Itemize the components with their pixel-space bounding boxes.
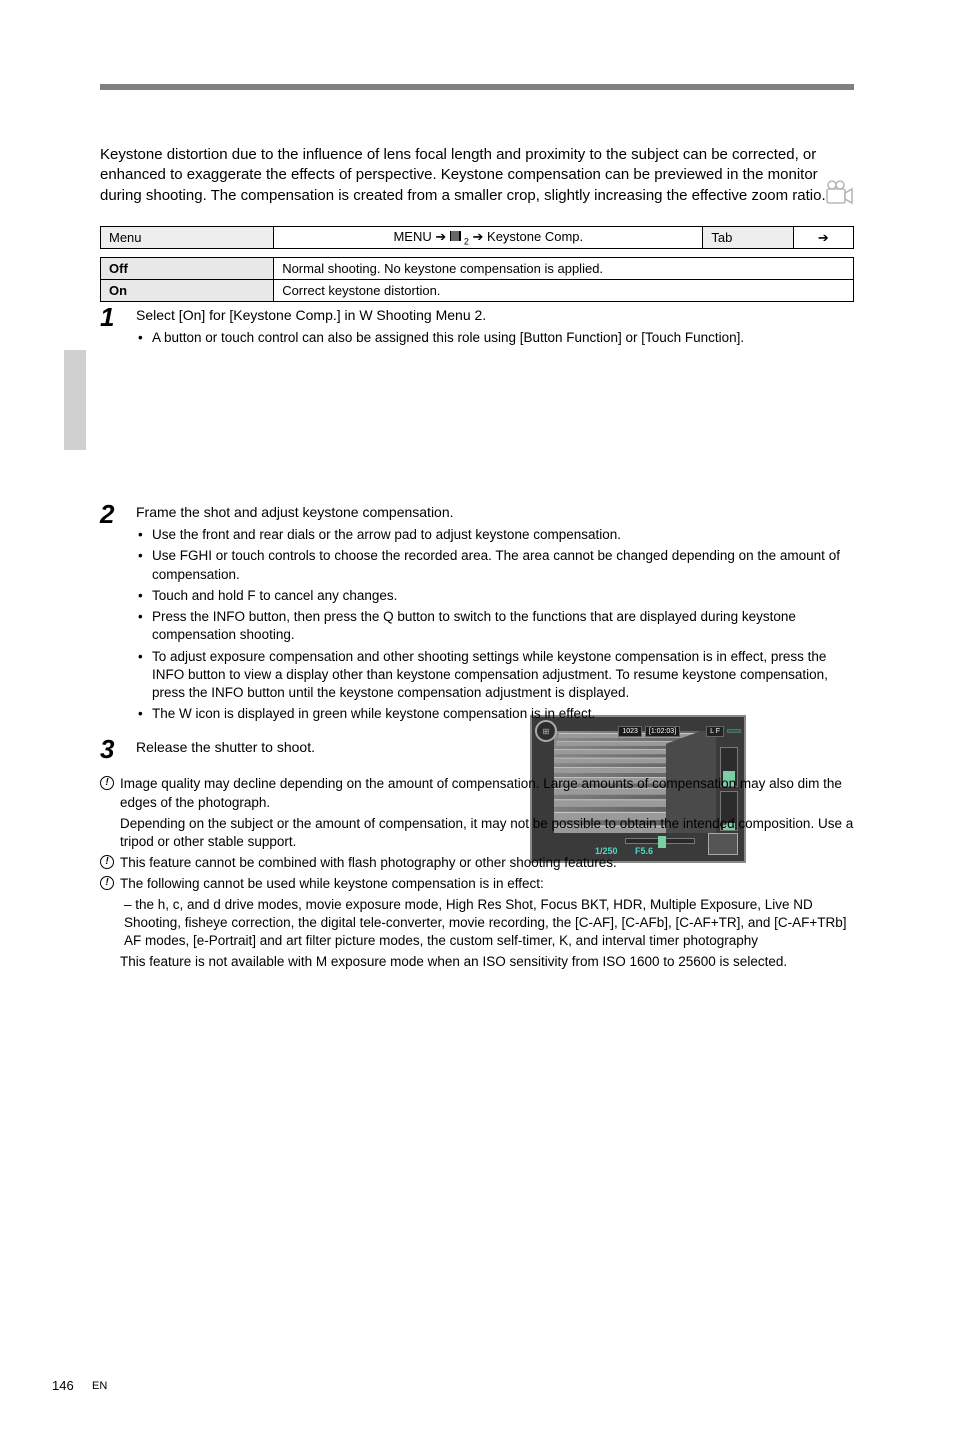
note-2: ! This feature cannot be combined with f… [100, 854, 854, 872]
caution-icon: ! [100, 876, 114, 890]
step-2-bullet-1: Use FGHI or touch controls to choose the… [152, 547, 854, 583]
step-2-bullet-0: Use the front and rear dials or the arro… [152, 526, 854, 544]
option-on-label: On [101, 280, 274, 302]
step-3: Release the shutter to shoot. [100, 738, 854, 757]
step-2-bullet-4: To adjust exposure compensation and othe… [152, 648, 854, 703]
steps-list: Select [On] for [Keystone Comp.] in W Sh… [100, 306, 854, 757]
option-on-desc: Correct keystone distortion. [274, 280, 854, 302]
tab-label: Tab [703, 226, 793, 249]
options-table: Off Normal shooting. No keystone compens… [100, 257, 854, 302]
table-row: On Correct keystone distortion. [101, 280, 854, 302]
note-3: ! The following cannot be used while key… [100, 875, 854, 950]
table-row: Off Normal shooting. No keystone compens… [101, 258, 854, 280]
note-0: ! Image quality may decline depending on… [100, 775, 854, 811]
step-2: Frame the shot and adjust keystone compe… [100, 503, 854, 723]
step-1-bullet: A button or touch control can also be as… [152, 329, 854, 347]
shot-count-badge: 1023 [618, 726, 642, 737]
menu-label: Menu [101, 226, 274, 249]
notes-list: ! Image quality may decline depending on… [100, 775, 854, 971]
note-sub: – the h, c, and d drive modes, movie exp… [120, 896, 854, 951]
step-2-bullet-5: The W icon is displayed in green while k… [152, 705, 854, 723]
page-number: 146 [52, 1378, 74, 1393]
rec-time-badge: [1:02:03] [645, 726, 680, 737]
tab-arrow: ➔ [793, 226, 853, 249]
page-lang-label: EN [92, 1380, 107, 1392]
menu-path-table: Menu MENU ➔ 2 ➔ Keystone Comp. Tab ➔ [100, 226, 854, 250]
option-off-label: Off [101, 258, 274, 280]
menu-path: MENU ➔ 2 ➔ Keystone Comp. [274, 226, 703, 249]
note-1: ! Depending on the subject or the amount… [100, 815, 854, 851]
caution-icon: ! [100, 855, 114, 869]
header-divider [100, 84, 854, 90]
side-tab-stripe [64, 350, 86, 450]
option-off-desc: Normal shooting. No keystone compensatio… [274, 258, 854, 280]
note-4: ! This feature is not available with M e… [100, 953, 854, 971]
page-content: Keystone distortion due to the influence… [0, 84, 954, 972]
intro-paragraph: Keystone distortion due to the influence… [100, 145, 854, 206]
format-badge: L F [706, 726, 724, 737]
movie-corner-icon [826, 180, 854, 213]
caution-icon: ! [100, 776, 114, 790]
step-2-bullet-2: Touch and hold F to cancel any changes. [152, 587, 854, 605]
step-2-bullet-3: Press the INFO button, then press the Q … [152, 608, 854, 644]
step-1: Select [On] for [Keystone Comp.] in W Sh… [100, 306, 854, 488]
